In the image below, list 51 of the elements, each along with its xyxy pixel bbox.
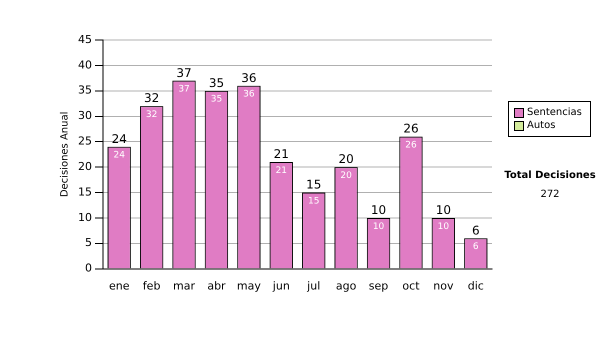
data-label: 24 (113, 150, 126, 161)
annotation: 20 (338, 152, 354, 166)
data-label: 10 (372, 222, 385, 232)
y-tick-label: 40 (78, 58, 92, 72)
x-tick-label: ene (108, 279, 130, 292)
data-label: 32 (146, 110, 158, 120)
annotation: 10 (436, 203, 452, 218)
text: Total Decisiones (503, 170, 597, 181)
y-tick-label: 5 (84, 236, 92, 250)
data-label: 35 (210, 94, 222, 105)
x-tick-label: mar (173, 279, 196, 292)
annotation: 26 (403, 122, 419, 136)
annotation: 24 (112, 132, 127, 146)
annotation: 6 (472, 223, 480, 238)
x-tick-label: may (236, 279, 262, 292)
annotation: 21 (274, 147, 289, 162)
x-tick-label: feb (142, 279, 160, 292)
x-tick-label: jun (272, 279, 290, 292)
y-tick-label: 20 (78, 160, 92, 173)
x-tick-label: dic (468, 279, 484, 292)
y-tick-label: 30 (78, 109, 92, 122)
data-label: 6 (472, 242, 479, 252)
y-tick-label: 10 (78, 210, 92, 224)
x-tick-label: ago (336, 279, 357, 292)
annotation: 15 (306, 178, 322, 192)
data-label: 26 (405, 140, 417, 150)
data-label: 21 (276, 166, 288, 176)
y-axis-title: Decisiones Anual (60, 112, 71, 198)
annotation: 10 (370, 203, 386, 218)
y-tick-label: 0 (84, 262, 92, 275)
x-tick-label: nov (433, 279, 454, 292)
data-label: 36 (243, 90, 255, 100)
y-tick-label: 45 (78, 32, 92, 46)
annotation: 37 (176, 66, 192, 80)
x-tick-label: abr (207, 279, 226, 292)
x-tick-label: oct (402, 279, 420, 292)
y-tick-label: 15 (78, 185, 92, 198)
data-label: 15 (308, 196, 320, 206)
legend-label: Sentencias (527, 106, 582, 119)
y-tick-label: 25 (78, 134, 92, 148)
x-tick-label: sep (368, 279, 388, 292)
text: 272 (539, 189, 561, 200)
legend-label: Autos (527, 119, 556, 132)
y-tick-label: 35 (78, 84, 92, 97)
data-label: 10 (438, 222, 450, 232)
data-label: 20 (340, 170, 352, 181)
data-label: 37 (178, 84, 190, 95)
annotation: 36 (241, 70, 257, 85)
annotation: 35 (208, 76, 224, 90)
annotation: 32 (144, 91, 160, 106)
x-tick-label: jul (306, 279, 320, 292)
